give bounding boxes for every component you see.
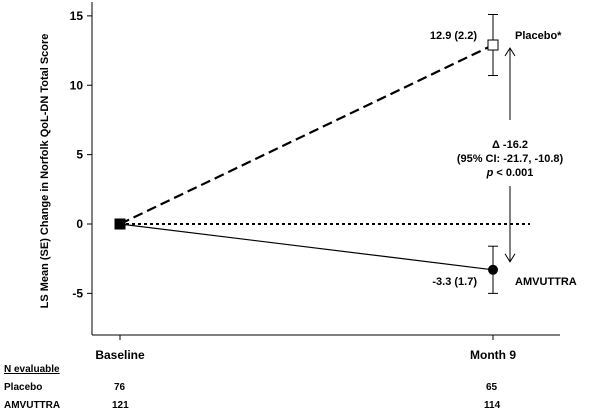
y-axis-label: LS Mean (SE) Change in Norfolk QoL-DN To…	[39, 34, 51, 309]
n-row-label: Placebo	[4, 382, 43, 393]
delta-line-2: (95% CI: -21.7, -10.8)	[457, 153, 564, 165]
chart: -5 0 5 10 15 Baseline Month 9 12.9 (2.2) Placeb…	[39, 2, 577, 360]
y-tick-label: -5	[72, 286, 83, 300]
p-symbol: p	[486, 167, 494, 179]
data-point	[487, 39, 499, 51]
n-row-label: AMVUTTRA	[4, 400, 61, 411]
data-point	[116, 220, 124, 228]
n-table-header-row: N evaluable	[4, 364, 564, 378]
delta-line-1: Δ -16.2	[492, 139, 528, 151]
y-tick-label: 5	[76, 148, 83, 162]
n-row-month9: 65	[486, 382, 498, 393]
n-row-baseline: 121	[112, 400, 129, 411]
series-name-label: AMVUTTRA	[515, 276, 577, 288]
x-tick-label: Month 9	[470, 348, 516, 360]
marks: 12.9 (2.2) Placebo* -3.3 (1.7) AMVUTTRA	[114, 13, 577, 294]
n-row-month9: 114	[484, 400, 501, 411]
delta-arrow-head	[504, 47, 516, 57]
y-tick-label: 15	[70, 9, 84, 23]
series-line	[119, 44, 494, 225]
x-tick-label: Baseline	[95, 348, 145, 360]
data-label: 12.9 (2.2)	[430, 30, 477, 42]
axes: -5 0 5 10 15 Baseline Month 9	[70, 2, 560, 360]
n-table-header: N evaluable	[4, 364, 60, 375]
p-value: < 0.001	[493, 167, 533, 179]
n-table-row: AMVUTTRA 121 114	[4, 400, 564, 414]
n-table-row: Placebo 76 65	[4, 382, 564, 396]
y-tick-label: 0	[76, 217, 83, 231]
delta-line-3: p < 0.001	[486, 167, 534, 179]
delta-arrow-head	[504, 253, 516, 263]
n-row-baseline: 76	[114, 382, 126, 393]
y-tick-label: 10	[70, 78, 84, 92]
data-label: -3.3 (1.7)	[432, 276, 477, 288]
series-line	[119, 223, 494, 271]
series-name-label: Placebo*	[515, 30, 562, 42]
delta-annotation: Δ -16.2 (95% CI: -21.7, -10.8) p < 0.001	[457, 139, 564, 179]
data-point	[488, 264, 498, 275]
